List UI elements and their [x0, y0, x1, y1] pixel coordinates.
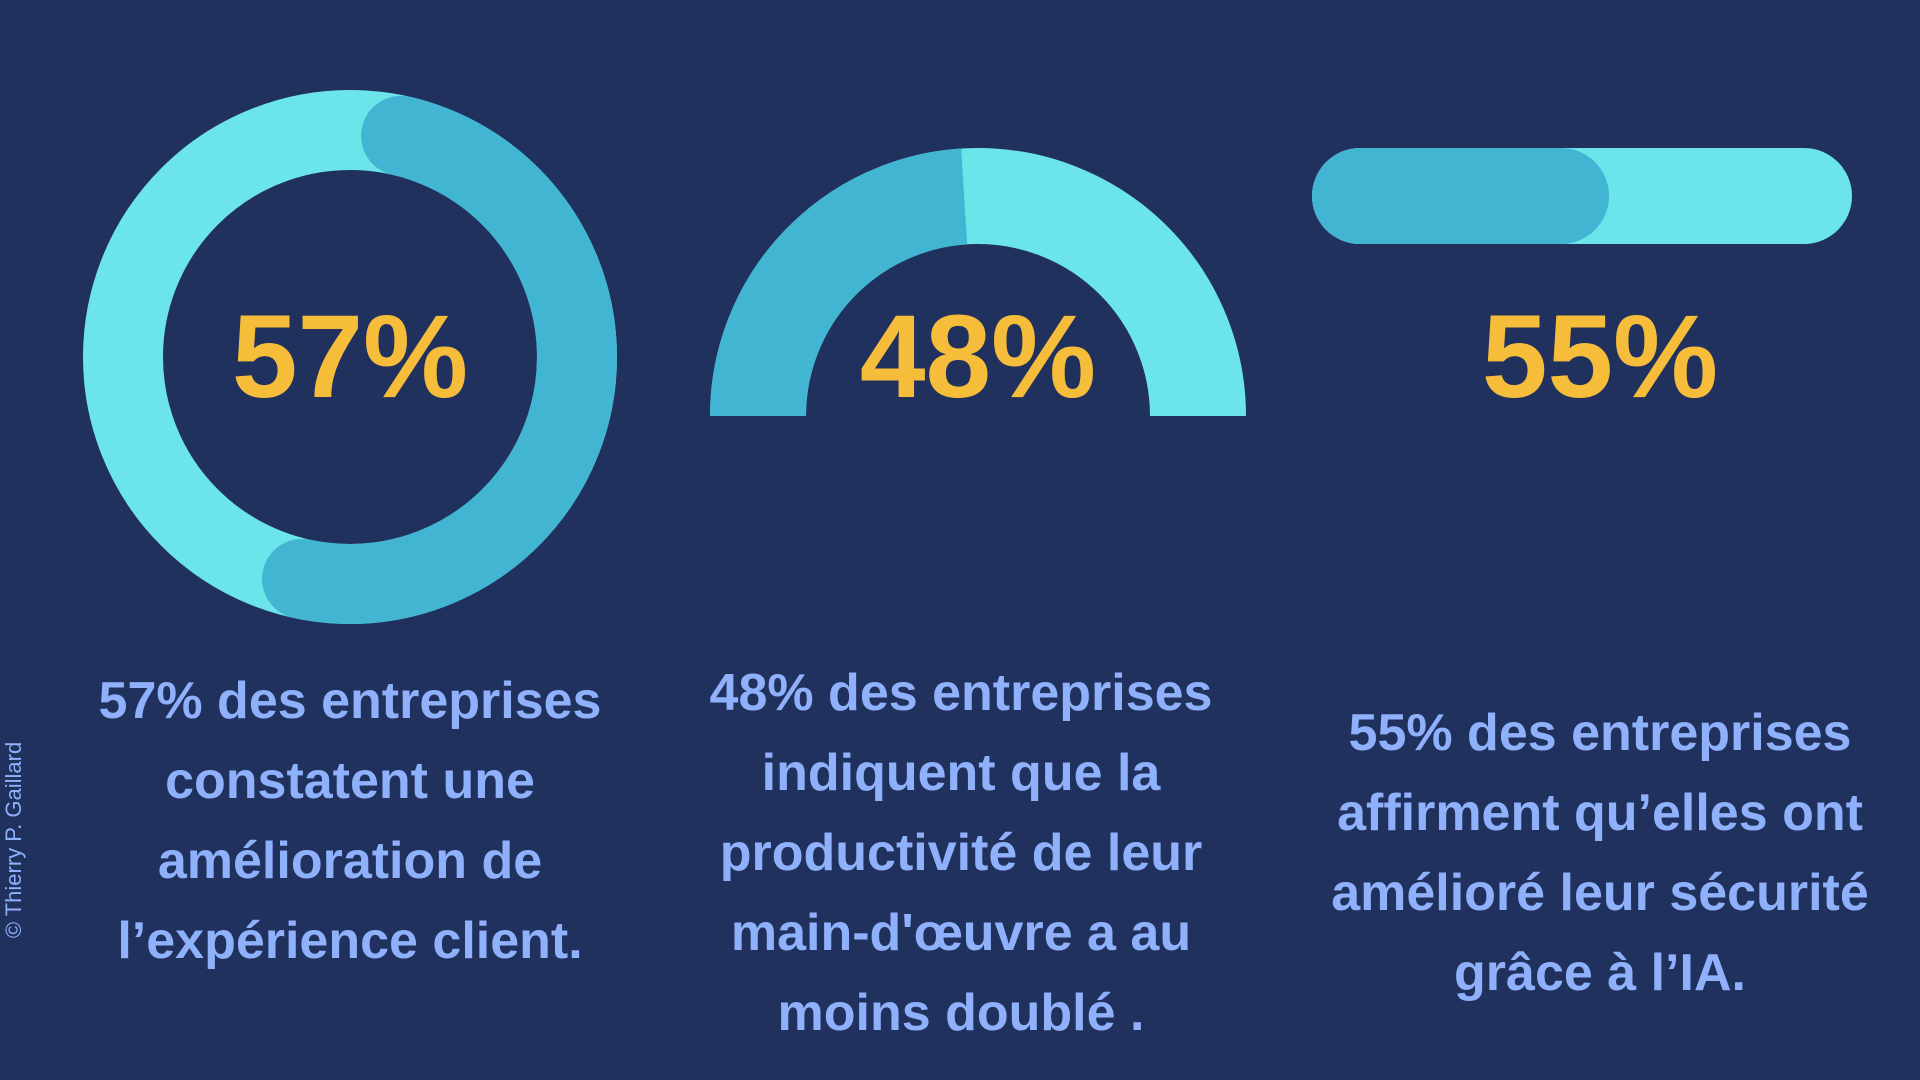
caption-line: amélioré leur sécurité	[1331, 864, 1869, 922]
caption-line: 55% des entreprises	[1348, 704, 1852, 762]
caption-line: grâce à l’IA.	[1454, 944, 1746, 1002]
stat-progress-bar: 55%	[1312, 148, 1852, 423]
caption-line: main-d'œuvre a au	[730, 904, 1192, 962]
progress-bar-caption: 55% des entreprises affirment qu’elles on…	[1290, 693, 1910, 1013]
semi-donut-caption: 48% des entreprises indiquent que la produ…	[651, 653, 1271, 1053]
semi-donut-fill-arc	[710, 148, 969, 418]
donut-fill-arc	[262, 95, 617, 624]
caption-line: indiquent que la	[761, 744, 1161, 802]
progress-bar-percent-label: 55%	[1482, 291, 1718, 423]
caption-line: 48% des entreprises	[709, 664, 1213, 722]
copyright-credit: © Thierry P. Gaillard	[1, 741, 26, 939]
donut-caption: 57% des entreprises constatent une amélior…	[40, 661, 660, 981]
stat-donut: 57%	[83, 90, 617, 624]
caption-line: moins doublé .	[777, 984, 1145, 1042]
caption-line: affirment qu’elles ont	[1337, 784, 1863, 842]
caption-line: l’expérience client.	[117, 912, 583, 970]
stat-semi-donut: 48%	[710, 148, 1246, 423]
caption-line: constatent une	[165, 752, 535, 810]
progress-bar-fill	[1312, 148, 1609, 244]
semi-donut-percent-label: 48%	[860, 291, 1096, 423]
caption-line: 57% des entreprises	[98, 672, 602, 730]
donut-percent-label: 57%	[232, 291, 468, 423]
caption-line: productivité de leur	[719, 824, 1203, 882]
caption-line: amélioration de	[157, 832, 543, 890]
